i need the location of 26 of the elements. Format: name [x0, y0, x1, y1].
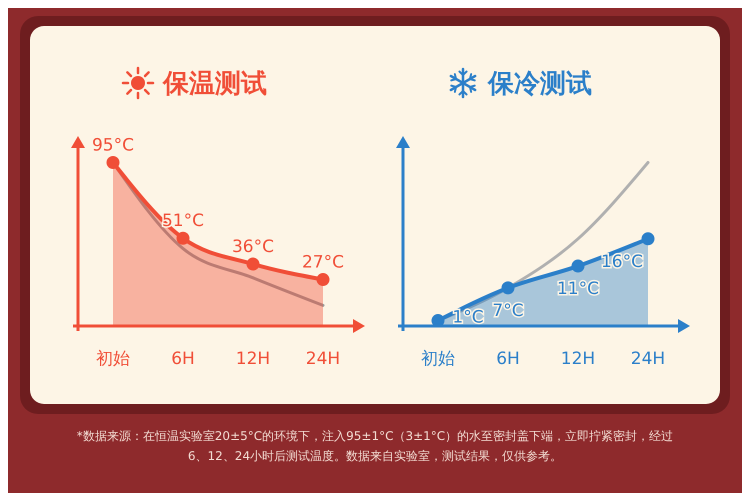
- data-label: 7°C: [492, 300, 524, 321]
- data-label: 51°C: [162, 211, 204, 232]
- x-tick-label: 24H: [630, 349, 666, 369]
- point: [642, 232, 654, 246]
- x-tick-label: 6H: [171, 349, 195, 369]
- text: *数据来源：在恒温实验室20±5°C的环境下，注入95±1°C（3±1°C）的水至密封盖下端，立即拧紧密封，经过: [76, 429, 674, 443]
- point: [572, 260, 584, 273]
- chart-title: 保温测试: [162, 69, 267, 99]
- data-label: 11°C: [556, 279, 600, 300]
- x-tick-label: 12H: [236, 349, 270, 369]
- chart-title: 保冷测试: [487, 69, 592, 99]
- x-tick-label: 12H: [560, 349, 596, 369]
- point: [502, 281, 514, 294]
- point: [106, 156, 120, 170]
- x-tick-label: 初始: [96, 349, 130, 369]
- point: [316, 273, 330, 286]
- data-label: 16°C: [600, 252, 644, 272]
- point: [246, 258, 260, 271]
- text: 6、12、24小时后测试温度。数据来自实验室，测试结果，仅供参考。: [188, 449, 562, 463]
- x-tick-label: 6H: [496, 349, 520, 369]
- x-tick-label: 初始: [421, 349, 455, 369]
- data-label: 36°C: [232, 237, 274, 258]
- x-tick-label: 24H: [306, 349, 340, 369]
- point: [176, 232, 190, 245]
- data-label: 95°C: [92, 136, 134, 156]
- data-label: 27°C: [302, 252, 344, 273]
